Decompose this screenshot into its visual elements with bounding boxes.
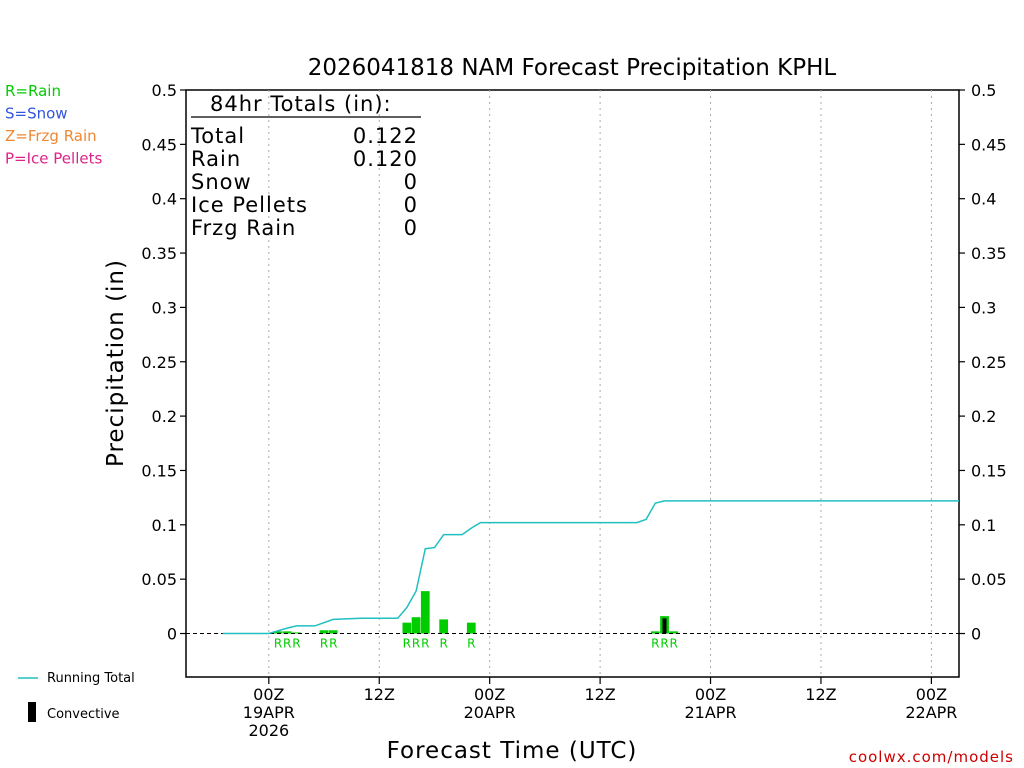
precip-type-letter: R xyxy=(403,637,411,651)
type-legend-entry: Z=Frzg Rain xyxy=(5,127,97,145)
y-tick-label-left: 0.35 xyxy=(141,244,177,263)
y-tick-label-left: 0.4 xyxy=(152,190,177,209)
precip-type-letter: R xyxy=(283,637,291,651)
y-tick-label-right: 0.15 xyxy=(971,461,1007,480)
credit-text: coolwx.com/models xyxy=(849,748,1014,766)
rain-bar xyxy=(282,631,292,634)
totals-row-value: 0 xyxy=(404,193,418,217)
x-tick-label: 12Z xyxy=(805,685,836,704)
totals-row-value: 0 xyxy=(404,170,418,194)
line-legend-label: Running Total xyxy=(47,671,135,686)
running-total-line xyxy=(222,500,959,635)
chart-title: 2026041818 NAM Forecast Precipitation KP… xyxy=(308,55,837,81)
y-tick-label-left: 0.3 xyxy=(152,298,177,317)
line-legend: Running Total Convective xyxy=(18,671,135,722)
rain-bar xyxy=(466,622,476,634)
y-tick-label-right: 0.05 xyxy=(971,570,1007,589)
rain-bar xyxy=(292,632,301,634)
x-tick-label: 2026 xyxy=(248,721,289,740)
precip-type-letter: R xyxy=(421,637,429,651)
rain-bar xyxy=(273,631,283,634)
precip-type-letter: R xyxy=(292,637,300,651)
y-axis-left: 0 0.05 0.1 0.15 0.2 0.25 0.3 0.35 0.4 0.45 0.5 xyxy=(141,81,186,644)
precip-type-letter: R xyxy=(651,637,659,651)
y-tick-label-right: 0.5 xyxy=(971,81,996,100)
precip-type-legend: R=Rain S=Snow Z=Frzg Rain P=Ice Pellets xyxy=(5,82,102,168)
plot-frame xyxy=(185,89,960,678)
totals-row-label: Total xyxy=(190,124,245,148)
precip-type-letter: R xyxy=(320,637,328,651)
y-tick-label-left: 0.25 xyxy=(141,353,177,372)
y-tick-label-right: 0.3 xyxy=(971,298,996,317)
rain-bar xyxy=(420,591,430,634)
y-tick-label-right: 0.1 xyxy=(971,516,996,535)
y-tick-label-left: 0.2 xyxy=(152,407,177,426)
x-tick-label: 19APR xyxy=(243,703,295,722)
rain-bar xyxy=(669,631,679,634)
precip-type-letter: R xyxy=(660,637,668,651)
precip-type-letter: R xyxy=(412,637,420,651)
y-tick-label-right: 0.25 xyxy=(971,353,1007,372)
rain-bar xyxy=(328,630,338,634)
x-axis-label: Forecast Time (UTC) xyxy=(387,738,638,764)
x-tick-label: 00Z xyxy=(916,685,947,704)
totals-row-label: Snow xyxy=(191,170,252,194)
convective-bar xyxy=(662,618,667,634)
vertical-grid xyxy=(268,90,932,677)
y-tick-label-right: 0.2 xyxy=(971,407,996,426)
y-tick-label-left: 0 xyxy=(167,625,177,644)
totals-row-label: Frzg Rain xyxy=(191,216,296,240)
totals-heading: 84hr Totals (in): xyxy=(210,92,392,116)
type-legend-entry: P=Ice Pellets xyxy=(5,150,102,168)
y-tick-label-left: 0.15 xyxy=(141,461,177,480)
y-tick-label-right: 0.35 xyxy=(971,244,1007,263)
y-axis-right: 0 0.05 0.1 0.15 0.2 0.25 0.3 0.35 0.4 0.45 0.5 xyxy=(959,81,1007,644)
x-tick-label: 21APR xyxy=(684,703,736,722)
totals-row-label: Ice Pellets xyxy=(191,193,308,217)
precip-type-letter: R xyxy=(439,637,447,651)
line-legend-label: Convective xyxy=(47,707,120,722)
rain-bar xyxy=(439,619,449,634)
rain-bar xyxy=(650,631,660,634)
type-legend-entry: S=Snow xyxy=(5,105,68,123)
y-tick-label-left: 0.05 xyxy=(141,570,177,589)
x-tick-label: 12Z xyxy=(364,685,395,704)
y-tick-label-right: 0.45 xyxy=(971,135,1007,154)
x-tick-label: 00Z xyxy=(474,685,505,704)
y-axis-label: Precipitation (in) xyxy=(103,259,129,467)
precip-type-letter: R xyxy=(467,637,475,651)
precip-type-letter: R xyxy=(274,637,282,651)
y-tick-label-left: 0.1 xyxy=(152,516,177,535)
x-tick-label: 12Z xyxy=(584,685,615,704)
y-tick-label-left: 0.5 xyxy=(152,81,177,100)
y-tick-label-left: 0.45 xyxy=(141,135,177,154)
rain-bar xyxy=(402,622,412,634)
legend-bar-swatch xyxy=(28,702,36,722)
x-tick-label: 22APR xyxy=(905,703,957,722)
totals-row-value: 0 xyxy=(404,216,418,240)
rain-bar xyxy=(411,617,421,634)
y-tick-label-right: 0 xyxy=(971,625,981,644)
totals-row-value: 0.122 xyxy=(353,124,418,148)
totals-row-value: 0.120 xyxy=(353,147,418,171)
y-tick-label-right: 0.4 xyxy=(971,190,996,209)
rain-bar xyxy=(319,630,329,634)
x-tick-label: 20APR xyxy=(464,703,516,722)
precip-type-letter: R xyxy=(329,637,337,651)
type-legend-entry: R=Rain xyxy=(5,82,61,100)
x-tick-label: 00Z xyxy=(253,685,284,704)
bar-series xyxy=(273,591,679,634)
x-tick-label: 00Z xyxy=(695,685,726,704)
totals-row-label: Rain xyxy=(191,147,241,171)
precip-type-letter: R xyxy=(670,637,678,651)
totals-box: 84hr Totals (in): Total 0.122 Rain 0.120 Sno… xyxy=(190,92,421,240)
